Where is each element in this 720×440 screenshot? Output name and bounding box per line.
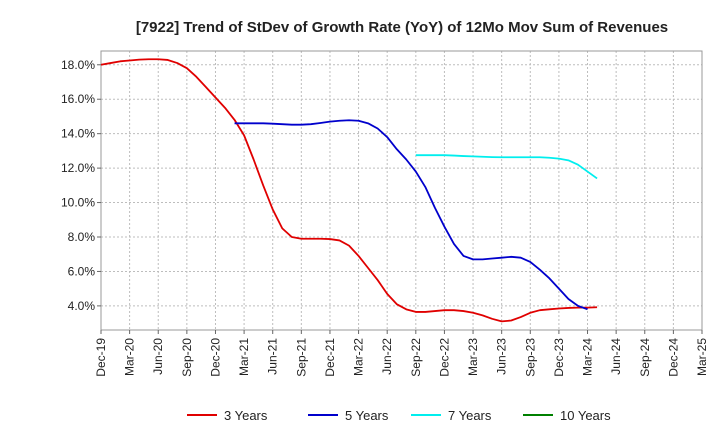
x-tick-label: Dec-20	[208, 338, 222, 377]
grid	[100, 51, 703, 330]
x-tick-label: Dec-23	[552, 338, 566, 377]
legend: 3 Years 5 Years 7 Years 10 Years	[187, 408, 611, 423]
x-tick-label: Mar-22	[352, 338, 366, 376]
y-tick-label: 6.0%	[68, 264, 96, 278]
series-line-3-years	[100, 58, 598, 323]
x-tick-label: Mar-23	[466, 338, 480, 376]
x-tick-label: Sep-22	[409, 338, 423, 377]
series-line-7-years	[415, 154, 598, 180]
x-tick-label: Sep-24	[638, 338, 652, 377]
x-tick-label: Dec-19	[94, 338, 108, 377]
x-tick-label: Jun-20	[151, 338, 165, 375]
series-line-5-years	[234, 119, 588, 311]
legend-label: 5 Years	[345, 408, 389, 423]
y-tick-label: 10.0%	[61, 196, 95, 210]
y-tick-label: 4.0%	[68, 299, 96, 313]
x-tick-label: Dec-21	[323, 338, 337, 377]
legend-label: 3 Years	[224, 408, 268, 423]
x-tick-label: Jun-24	[609, 338, 623, 375]
x-tick-label: Sep-21	[294, 338, 308, 377]
legend-label: 10 Years	[560, 408, 611, 423]
x-tick-label: Dec-24	[666, 338, 680, 377]
x-tick-label: Sep-23	[523, 338, 537, 377]
x-tick-label: Jun-22	[380, 338, 394, 375]
x-tick-label: Jun-21	[266, 338, 280, 375]
y-tick-label: 18.0%	[61, 58, 95, 72]
y-tick-label: 8.0%	[68, 230, 96, 244]
x-tick-label: Mar-21	[237, 338, 251, 376]
x-axis: Dec-19 Mar-20 Jun-20 Sep-20 Dec-20 Mar-21 Jun-…	[94, 330, 709, 377]
x-tick-label: Sep-20	[180, 338, 194, 377]
y-tick-label: 16.0%	[61, 92, 95, 106]
x-tick-label: Mar-20	[123, 338, 137, 376]
plot-area	[100, 50, 703, 331]
x-tick-label: Dec-22	[437, 338, 451, 377]
y-axis: 4.0% 6.0% 8.0% 10.0% 12.0% 14.0% 16.0% 18.0%	[61, 58, 101, 313]
y-tick-label: 14.0%	[61, 127, 95, 141]
chart-title: [7922] Trend of StDev of Growth Rate (Yo…	[136, 19, 668, 36]
x-tick-label: Mar-25	[695, 338, 709, 376]
x-tick-label: Mar-24	[581, 338, 595, 376]
y-tick-label: 12.0%	[61, 161, 95, 175]
legend-label: 7 Years	[448, 408, 492, 423]
series-group	[100, 58, 598, 323]
x-tick-label: Jun-23	[495, 338, 509, 375]
